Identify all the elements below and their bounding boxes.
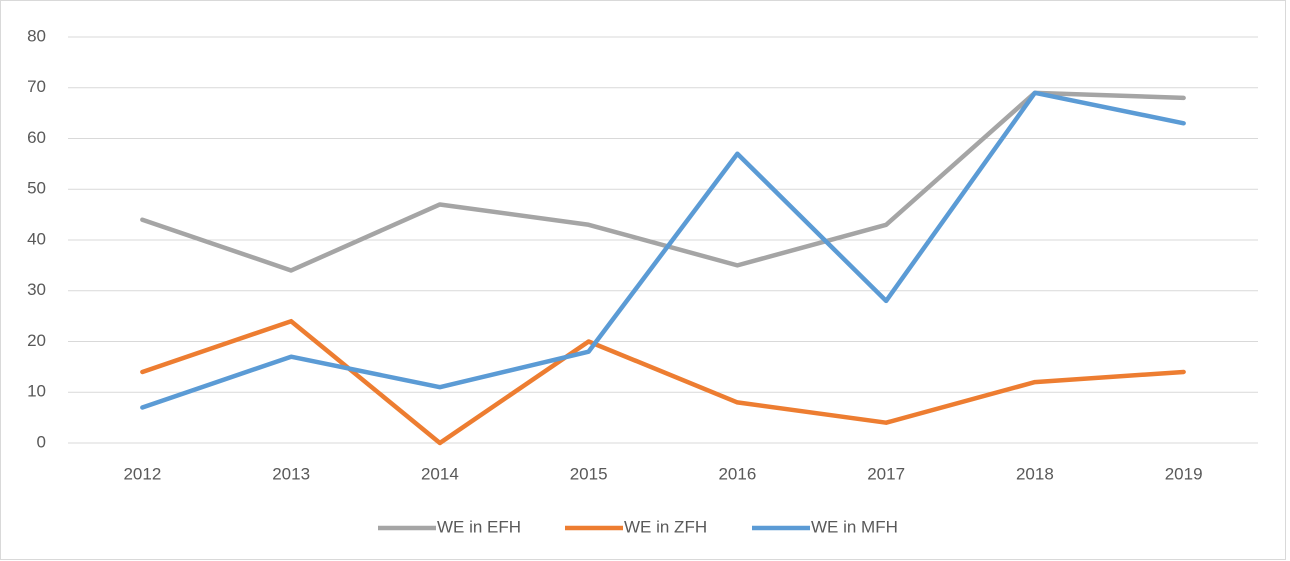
- series-line: [140, 90, 1186, 410]
- x-tick-label: 2016: [718, 464, 756, 483]
- legend-label: WE in EFH: [437, 517, 521, 536]
- x-tick-label: 2015: [570, 464, 608, 483]
- y-tick-label: 50: [27, 179, 46, 198]
- x-tick-label: 2012: [123, 464, 161, 483]
- legend-label: WE in MFH: [811, 517, 898, 536]
- y-tick-label: 20: [27, 331, 46, 350]
- legend-label: WE in ZFH: [624, 517, 707, 536]
- y-tick-label: 40: [27, 229, 46, 248]
- x-tick-label: 2019: [1165, 464, 1203, 483]
- x-tick-label: 2017: [867, 464, 905, 483]
- series-line: [140, 90, 1186, 273]
- x-tick-label: 2013: [272, 464, 310, 483]
- x-tick-label: 2018: [1016, 464, 1054, 483]
- y-tick-label: 30: [27, 280, 46, 299]
- y-tick-label: 10: [27, 382, 46, 401]
- y-tick-label: 80: [27, 26, 46, 45]
- series-line: [140, 318, 1186, 446]
- y-tick-label: 60: [27, 128, 46, 147]
- x-tick-label: 2014: [421, 464, 459, 483]
- y-tick-label: 0: [37, 432, 46, 451]
- y-tick-label: 70: [27, 77, 46, 96]
